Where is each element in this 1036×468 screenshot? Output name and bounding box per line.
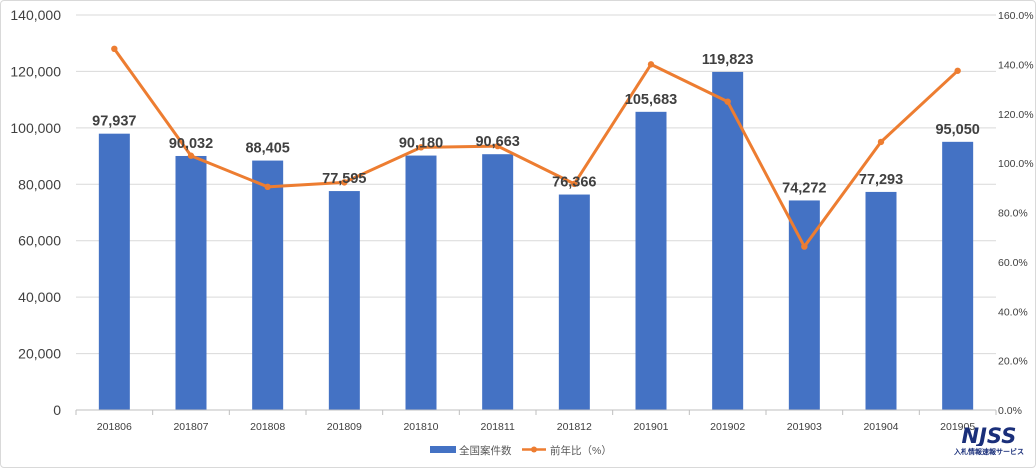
y-right-tick-label: 20.0% <box>998 356 1028 368</box>
y-left-tick-label: 60,000 <box>18 233 61 249</box>
line-point <box>187 152 195 159</box>
legend: 全国案件数 前年比（%） <box>430 444 612 457</box>
x-tick-label: 201810 <box>403 421 438 433</box>
njss-logo-tagline: 入札情報速報サービス <box>954 448 1024 456</box>
x-tick-label: 201905 <box>940 421 975 433</box>
bar-data-label: 90,032 <box>169 136 213 152</box>
y-left-tick-label: 120,000 <box>10 63 61 79</box>
bar <box>98 133 130 411</box>
y-right-tick-label: 160.0% <box>998 10 1034 22</box>
y-left-tick-label: 140,000 <box>10 7 61 23</box>
y-left-tick-label: 80,000 <box>18 176 61 192</box>
y-left-tick-label: 0 <box>53 402 61 418</box>
line-point <box>417 144 425 151</box>
bar <box>635 111 667 410</box>
x-tick-label: 201904 <box>863 421 898 433</box>
axes: 0 20,000 40,000 60,000 80,000 100,000 120,000 1… <box>10 7 1033 433</box>
y-left-tick-label: 40,000 <box>18 289 61 305</box>
y-right-tick-label: 80.0% <box>998 208 1028 220</box>
bar <box>328 191 360 410</box>
x-tick-label: 201811 <box>481 421 515 433</box>
bar-data-label: 97,937 <box>92 114 136 130</box>
bar-data-label: 77,293 <box>859 172 903 188</box>
line-point <box>877 138 885 146</box>
line-series <box>111 45 961 250</box>
bar <box>482 154 514 410</box>
legend-bar-label: 全国案件数 <box>459 444 512 457</box>
line-point <box>494 142 501 150</box>
legend-line-marker <box>531 446 537 453</box>
bar <box>558 194 590 410</box>
bar-data-label: 88,405 <box>245 141 289 157</box>
bar <box>405 155 437 410</box>
bar-data-label: 74,272 <box>782 180 826 196</box>
bar <box>865 191 897 410</box>
line-point <box>801 243 808 250</box>
x-tick-label: 201812 <box>557 421 592 433</box>
y-right-tick-label: 60.0% <box>998 257 1028 269</box>
line-point <box>647 61 655 68</box>
x-tick-label: 201901 <box>633 421 668 433</box>
data-labels: 97,937 90,032 88,405 77,595 90,180 90,663 76,3… <box>92 52 980 197</box>
bar-series <box>98 71 974 411</box>
gridlines <box>76 14 996 355</box>
bar-data-label: 105,683 <box>625 92 677 108</box>
y-right-tick-label: 0.0% <box>998 405 1022 417</box>
y-left-tick-label: 20,000 <box>18 346 61 362</box>
y-right-tick-label: 40.0% <box>998 306 1028 318</box>
legend-bar-swatch <box>430 446 456 453</box>
x-tick-label: 201808 <box>250 421 285 433</box>
x-tick-label: 201806 <box>97 421 132 433</box>
bar <box>175 155 207 410</box>
line-point <box>954 67 961 74</box>
bar-data-label: 77,595 <box>322 171 366 187</box>
bar-data-label: 76,366 <box>552 175 596 191</box>
bar-data-label: 119,823 <box>702 52 754 68</box>
x-tick-label: 201807 <box>173 421 208 433</box>
bar-data-label: 90,180 <box>399 136 443 152</box>
y-right-tick-label: 140.0% <box>998 59 1034 71</box>
bar <box>942 141 974 410</box>
bar <box>252 160 284 410</box>
x-tick-label: 201903 <box>787 421 822 433</box>
line-point <box>341 179 348 186</box>
x-tick-label: 201809 <box>327 421 362 433</box>
bar <box>788 200 820 410</box>
bar-data-label: 90,663 <box>475 134 519 150</box>
line-point <box>571 180 578 188</box>
bar-data-label: 95,050 <box>935 122 979 138</box>
y-right-tick-label: 120.0% <box>998 109 1034 121</box>
line-path <box>113 47 959 249</box>
line-point <box>264 183 271 191</box>
njss-logo-mark: NJSS <box>962 424 1017 446</box>
svg-text:NJSS: NJSS <box>962 424 1017 446</box>
njss-logo: NJSS 入札情報速報サービス <box>952 424 1026 458</box>
line-point <box>111 45 118 53</box>
y-left-tick-label: 100,000 <box>10 120 61 136</box>
bar <box>712 71 744 410</box>
legend-line-label: 前年比（%） <box>550 444 612 457</box>
x-tick-label: 201902 <box>710 421 745 433</box>
y-right-tick-label: 100.0% <box>998 158 1034 170</box>
line-point <box>724 98 731 105</box>
